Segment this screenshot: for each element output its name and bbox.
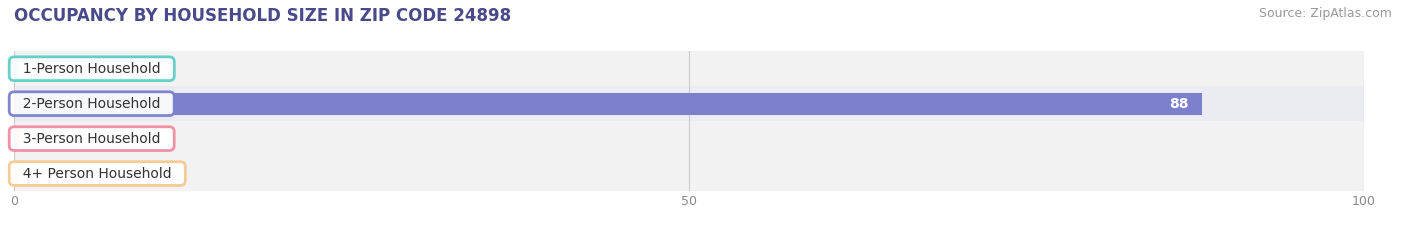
Text: 1-Person Household: 1-Person Household [14, 62, 170, 76]
Bar [14, 121, 1364, 156]
Text: 88: 88 [1168, 97, 1188, 111]
Text: 0: 0 [34, 62, 44, 76]
Bar [14, 156, 1364, 191]
Text: 0: 0 [34, 167, 44, 181]
Text: 2-Person Household: 2-Person Household [14, 97, 169, 111]
Text: 0: 0 [34, 132, 44, 146]
Bar [14, 163, 20, 185]
Text: 3-Person Household: 3-Person Household [14, 132, 169, 146]
Bar [14, 93, 1202, 115]
Text: OCCUPANCY BY HOUSEHOLD SIZE IN ZIP CODE 24898: OCCUPANCY BY HOUSEHOLD SIZE IN ZIP CODE … [14, 7, 512, 25]
Bar [14, 128, 20, 150]
Bar [14, 58, 20, 80]
Bar [14, 86, 1364, 121]
Bar [14, 51, 1364, 86]
Text: 4+ Person Household: 4+ Person Household [14, 167, 180, 181]
Text: Source: ZipAtlas.com: Source: ZipAtlas.com [1258, 7, 1392, 20]
